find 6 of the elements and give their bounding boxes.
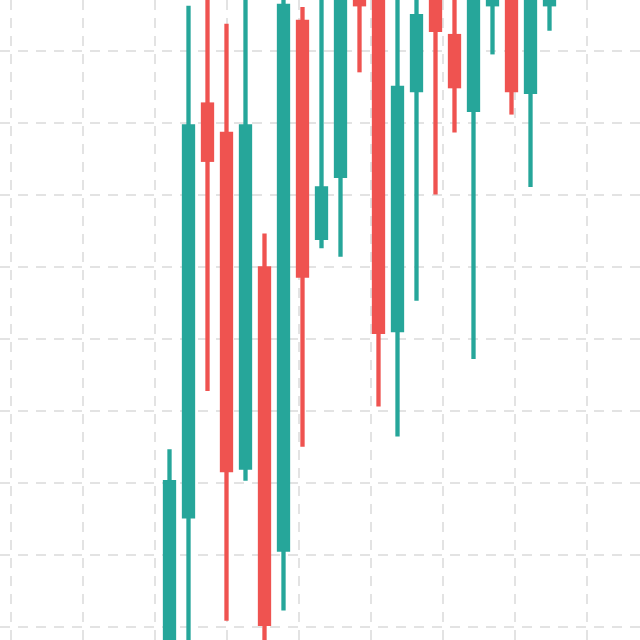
candlestick: [542, 0, 557, 31]
candlestick: [485, 0, 500, 55]
candlestick: [428, 0, 443, 195]
candlestick: [314, 0, 329, 249]
candlestick: [200, 0, 215, 392]
candlestick: [352, 0, 367, 73]
